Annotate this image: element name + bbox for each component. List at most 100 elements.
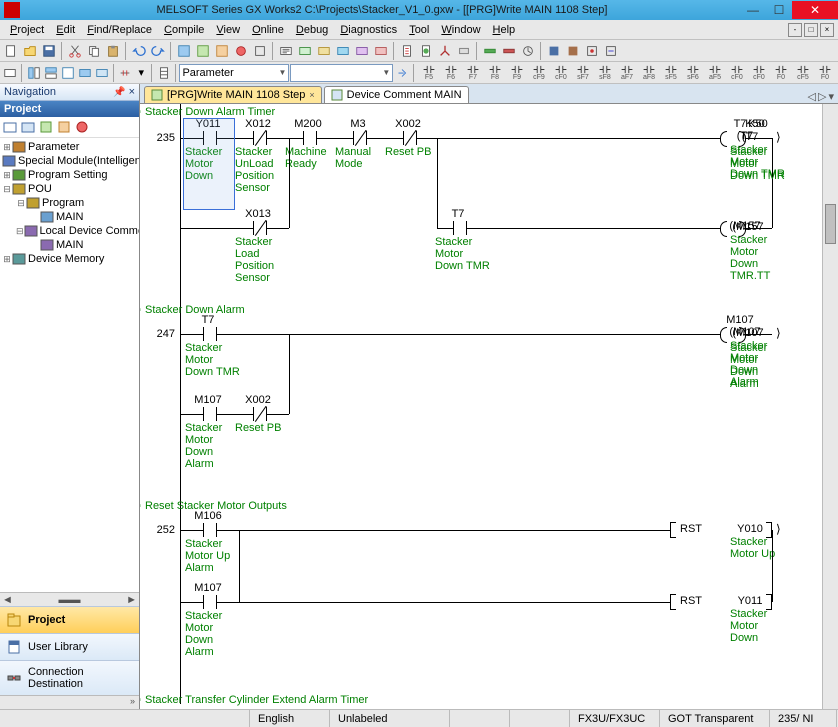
cut-icon[interactable] xyxy=(66,42,84,60)
menu-online[interactable]: Online xyxy=(246,22,290,38)
nav-tree[interactable]: ⊞ParameterSpecial Module(Intelligent⊞Pro… xyxy=(0,138,139,592)
contact[interactable] xyxy=(189,407,231,421)
menu-debug[interactable]: Debug xyxy=(290,22,334,38)
nav-tb-4[interactable] xyxy=(56,119,72,135)
save-icon[interactable] xyxy=(40,42,58,60)
tab-prev-icon[interactable]: ◁ xyxy=(808,90,816,103)
menu-edit[interactable]: Edit xyxy=(50,22,81,38)
ladder-tool-2[interactable]: F7 xyxy=(462,64,484,82)
contact[interactable] xyxy=(189,327,231,341)
tree-devicememory[interactable]: ⊞Device Memory xyxy=(0,252,139,266)
nav-hscroll[interactable]: ◄▬▬► xyxy=(0,592,139,606)
editor-tab[interactable]: [PRG]Write MAIN 1108 Step× xyxy=(144,86,322,103)
tb-btn-o[interactable] xyxy=(455,42,473,60)
tree-specialmoduleintelligent[interactable]: Special Module(Intelligent xyxy=(0,154,139,168)
tb2-b[interactable] xyxy=(26,64,42,82)
tb-btn-n[interactable] xyxy=(436,42,454,60)
nav-tb-3[interactable] xyxy=(38,119,54,135)
ladder-tool-10[interactable]: aF8 xyxy=(638,64,660,82)
menu-window[interactable]: Window xyxy=(435,22,486,38)
contact[interactable] xyxy=(189,523,231,537)
ladder-tool-5[interactable]: cF9 xyxy=(528,64,550,82)
ladder-tool-14[interactable]: cF0 xyxy=(726,64,748,82)
tab-close-icon[interactable]: × xyxy=(309,90,314,100)
contact[interactable] xyxy=(239,221,281,235)
menu-compile[interactable]: Compile xyxy=(158,22,210,38)
ladder-tool-13[interactable]: aF5 xyxy=(704,64,726,82)
tb-btn-b[interactable] xyxy=(194,42,212,60)
ladder-tool-9[interactable]: aF7 xyxy=(616,64,638,82)
tb-btn-l[interactable] xyxy=(398,42,416,60)
tb-btn-t[interactable] xyxy=(564,42,582,60)
nav-btab-userlibrary[interactable]: User Library xyxy=(0,633,139,660)
tb-btn-c[interactable] xyxy=(213,42,231,60)
menu-findreplace[interactable]: Find/Replace xyxy=(81,22,158,38)
ladder-tool-11[interactable]: sF5 xyxy=(660,64,682,82)
redo-icon[interactable] xyxy=(149,42,167,60)
tb2-d[interactable] xyxy=(60,64,76,82)
nav-btab-connectiondestination[interactable]: Connection Destination xyxy=(0,660,139,695)
paste-icon[interactable] xyxy=(104,42,122,60)
nav-close-icon[interactable]: × xyxy=(129,86,135,98)
tb2-h[interactable]: ▾ xyxy=(134,64,148,82)
ladder-tool-7[interactable]: sF7 xyxy=(572,64,594,82)
vertical-scrollbar[interactable] xyxy=(822,104,838,709)
ladder-tool-15[interactable]: cF0 xyxy=(748,64,770,82)
tb-btn-q[interactable] xyxy=(500,42,518,60)
tb-btn-p[interactable] xyxy=(481,42,499,60)
parameter-combo[interactable]: Parameter▼ xyxy=(179,64,289,82)
close-button[interactable]: ✕ xyxy=(792,1,838,19)
ladder-tool-1[interactable]: F6 xyxy=(440,64,462,82)
tree-programsetting[interactable]: ⊞Program Setting xyxy=(0,168,139,182)
menu-help[interactable]: Help xyxy=(487,22,522,38)
tb-btn-i[interactable] xyxy=(334,42,352,60)
device-combo[interactable]: ▼ xyxy=(290,64,393,82)
tree-pou[interactable]: ⊟POU xyxy=(0,182,139,196)
ladder-tool-16[interactable]: F0 xyxy=(770,64,792,82)
pin-icon[interactable]: 📌 xyxy=(113,87,125,98)
tree-program[interactable]: ⊟Program xyxy=(0,196,139,210)
ladder-tool-4[interactable]: F9 xyxy=(506,64,528,82)
minimize-button[interactable]: — xyxy=(740,1,766,19)
ladder-tool-17[interactable]: cF5 xyxy=(792,64,814,82)
ladder-tool-6[interactable]: cF0 xyxy=(550,64,572,82)
ladder-tool-0[interactable]: F5 xyxy=(418,64,440,82)
open-icon[interactable] xyxy=(21,42,39,60)
tb-btn-k[interactable] xyxy=(372,42,390,60)
maximize-button[interactable]: ☐ xyxy=(766,1,792,19)
undo-icon[interactable] xyxy=(130,42,148,60)
nav-tb-5[interactable] xyxy=(74,119,90,135)
ladder-tool-18[interactable]: F0 xyxy=(814,64,836,82)
mdi-close-button[interactable]: × xyxy=(820,23,834,37)
menu-view[interactable]: View xyxy=(210,22,246,38)
tb2-g[interactable] xyxy=(117,64,133,82)
nav-overflow[interactable]: » xyxy=(0,695,139,709)
tb2-a[interactable] xyxy=(2,64,18,82)
tb-btn-d[interactable] xyxy=(232,42,250,60)
menu-project[interactable]: Project xyxy=(4,22,50,38)
contact[interactable] xyxy=(439,221,481,235)
mdi-restore-button[interactable]: □ xyxy=(804,23,818,37)
editor-tab[interactable]: Device Comment MAIN xyxy=(324,86,469,103)
copy-icon[interactable] xyxy=(85,42,103,60)
tb2-f[interactable] xyxy=(94,64,110,82)
contact[interactable] xyxy=(289,131,331,145)
tb-btn-u[interactable] xyxy=(583,42,601,60)
ladder-tool-8[interactable]: sF8 xyxy=(594,64,616,82)
contact[interactable] xyxy=(239,407,281,421)
tb-btn-a[interactable] xyxy=(175,42,193,60)
tb-btn-j[interactable] xyxy=(353,42,371,60)
mdi-minimize-button[interactable]: - xyxy=(788,23,802,37)
tb-btn-r[interactable] xyxy=(519,42,537,60)
tb-btn-v[interactable] xyxy=(602,42,620,60)
tb-btn-e[interactable] xyxy=(251,42,269,60)
tree-main[interactable]: MAIN xyxy=(0,238,139,252)
tb-btn-g[interactable] xyxy=(296,42,314,60)
ladder-tool-12[interactable]: sF6 xyxy=(682,64,704,82)
contact[interactable] xyxy=(239,131,281,145)
tb2-go[interactable] xyxy=(394,64,410,82)
tab-menu-icon[interactable]: ▾ xyxy=(828,90,834,103)
tree-main[interactable]: MAIN xyxy=(0,210,139,224)
tb2-e[interactable] xyxy=(77,64,93,82)
menu-diagnostics[interactable]: Diagnostics xyxy=(334,22,403,38)
